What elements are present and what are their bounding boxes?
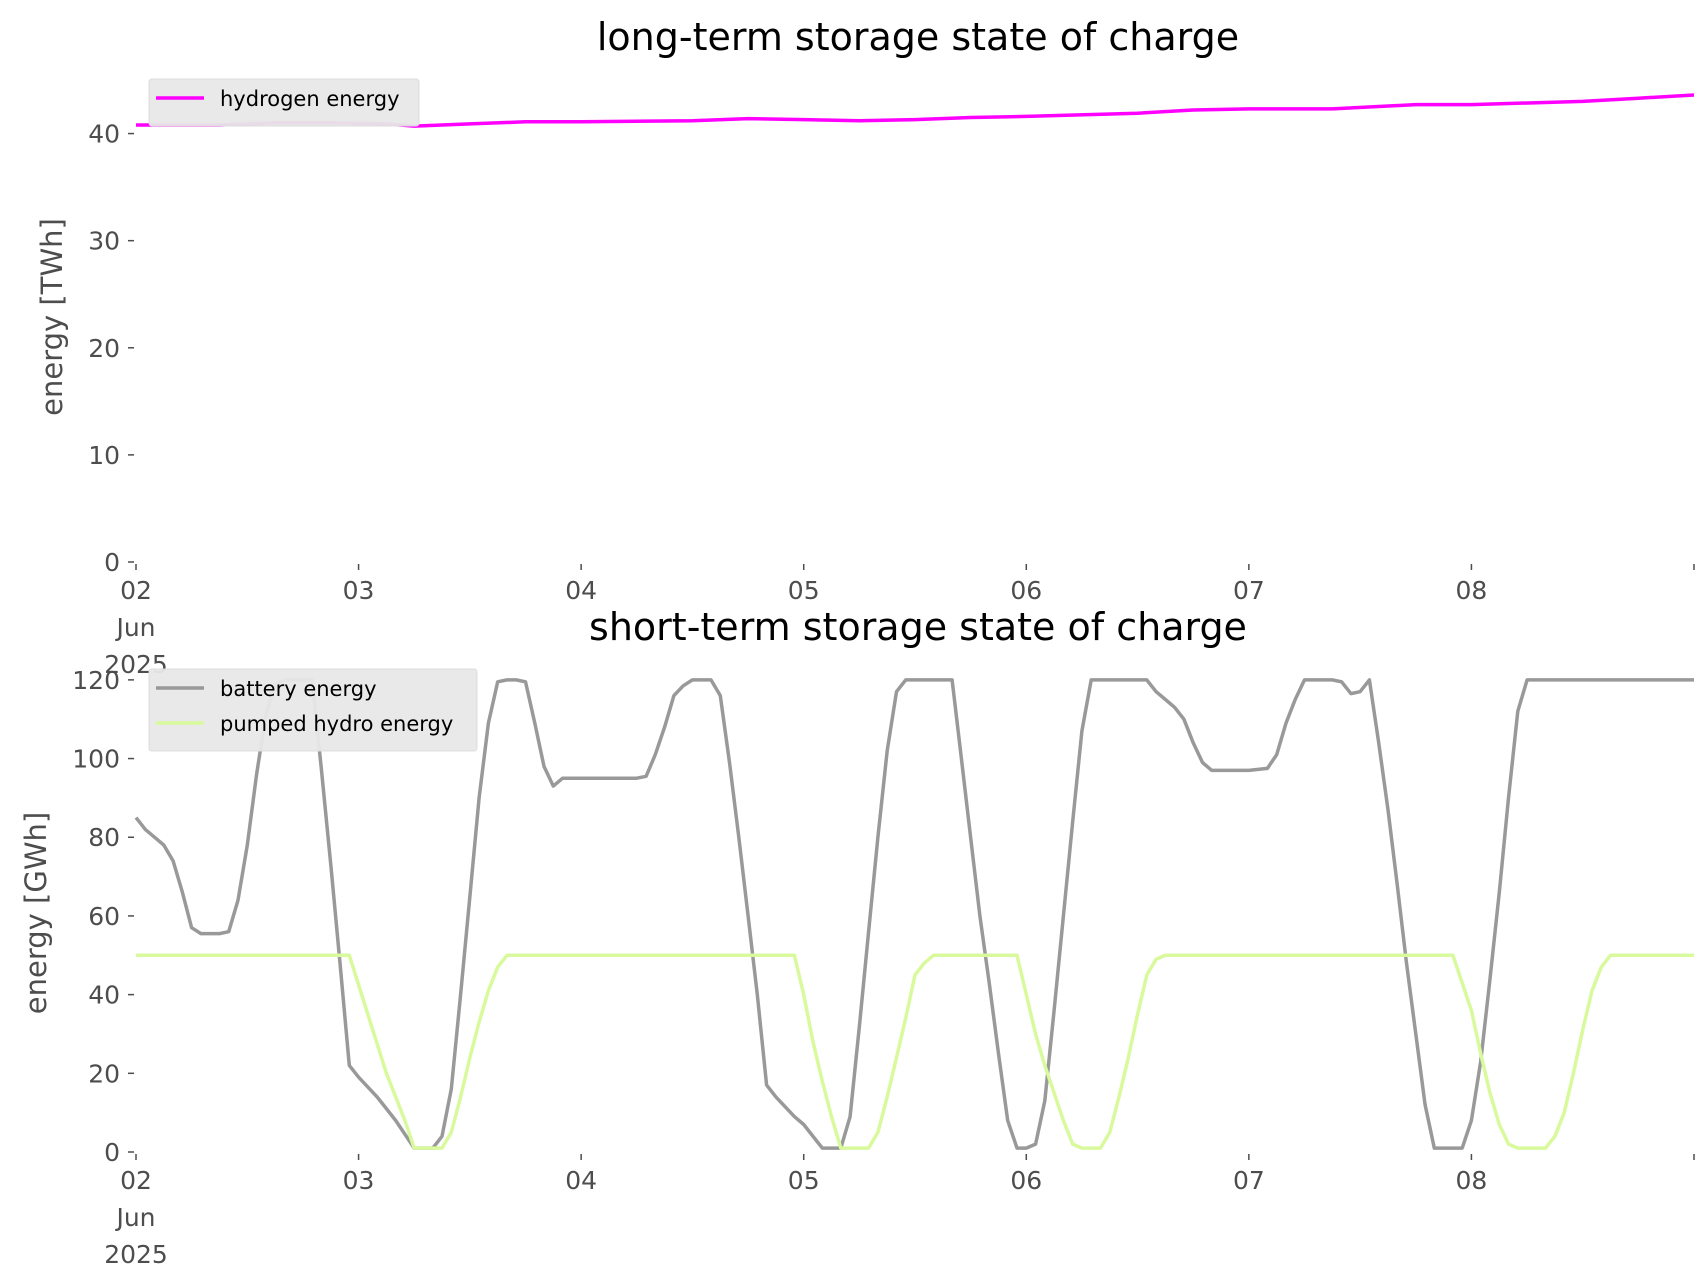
- short-term-ytick-label: 80: [88, 823, 120, 852]
- long-term-ytick-label: 30: [88, 227, 120, 256]
- short-term-ytick-label: 40: [88, 981, 120, 1010]
- short-term-xtick-label: 2025: [104, 1240, 168, 1269]
- short-term-ylabel: energy [GWh]: [19, 812, 53, 1014]
- short-term-ytick-label: 120: [72, 666, 120, 695]
- short-term-xtick-label: 04: [565, 1166, 597, 1195]
- short-term-xtick-label: 03: [343, 1166, 375, 1195]
- battery-energy-line: [134, 678, 1694, 1150]
- long-term-panel: long-term storage state of charge energy…: [35, 15, 1695, 679]
- short-term-xtick-label: 07: [1233, 1166, 1265, 1195]
- long-term-xtick-label: Jun: [114, 613, 155, 642]
- long-term-ytick-label: 40: [88, 120, 120, 149]
- long-term-xtick-label: 08: [1456, 576, 1488, 605]
- long-term-legend-box: [148, 78, 420, 127]
- long-term-ytick-label: 0: [104, 548, 120, 577]
- short-term-ytick-label: 100: [72, 745, 120, 774]
- pumped-hydro-energy-legend-label: pumped hydro energy: [220, 712, 453, 736]
- short-term-ytick-label: 60: [88, 902, 120, 931]
- long-term-ylabel: energy [TWh]: [35, 218, 69, 416]
- long-term-xtick-label: 03: [343, 576, 375, 605]
- short-term-xtick-label: 06: [1010, 1166, 1042, 1195]
- long-term-xtick-label: 07: [1233, 576, 1265, 605]
- long-term-xtick-label: 04: [565, 576, 597, 605]
- short-term-xtick-label: 08: [1456, 1166, 1488, 1195]
- long-term-xtick-label: 02: [120, 576, 152, 605]
- short-term-legend-box: [148, 668, 478, 752]
- long-term-title: long-term storage state of charge: [597, 15, 1239, 59]
- battery-energy-legend-label: battery energy: [220, 677, 377, 701]
- short-term-ytick-label: 0: [104, 1138, 120, 1167]
- long-term-ytick-label: 20: [88, 334, 120, 363]
- long-term-ytick-label: 10: [88, 441, 120, 470]
- short-term-xtick-label: Jun: [114, 1203, 155, 1232]
- hydrogen-energy-legend-label: hydrogen energy: [220, 87, 400, 111]
- short-term-xtick-label: 05: [788, 1166, 820, 1195]
- short-term-legend: battery energy pumped hydro energy: [148, 668, 478, 752]
- short-term-ytick-label: 20: [88, 1059, 120, 1088]
- pumped-hydro-energy-line: [136, 953, 1694, 1150]
- long-term-legend: hydrogen energy: [148, 78, 420, 127]
- long-term-xtick-label: 05: [788, 576, 820, 605]
- short-term-axes: 0 20 40 60 80 100 120 02 Jun 2025 03 04 05 06 07 08: [72, 666, 1695, 1269]
- short-term-title: short-term storage state of charge: [589, 605, 1247, 649]
- short-term-panel: short-term storage state of charge energ…: [19, 605, 1695, 1269]
- long-term-xtick-label: 06: [1010, 576, 1042, 605]
- short-term-xtick-label: 02: [120, 1166, 152, 1195]
- short-term-series: [134, 678, 1694, 1150]
